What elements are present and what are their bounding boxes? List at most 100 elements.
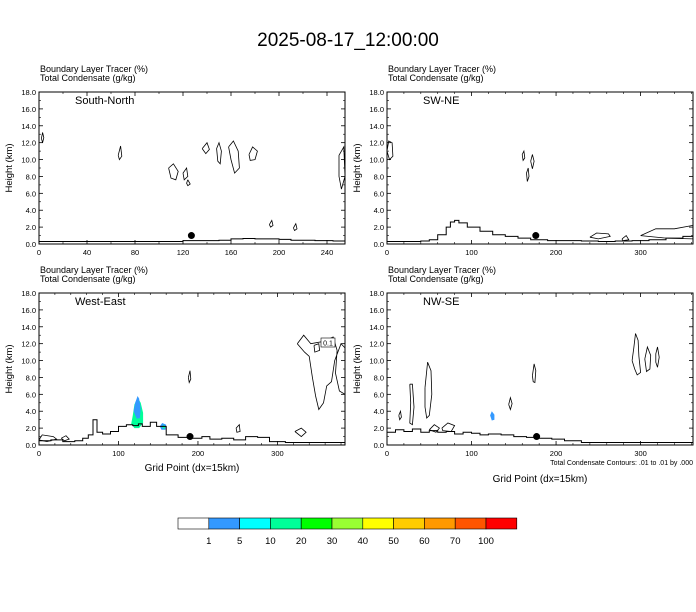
x-tick-label: 0: [385, 449, 389, 458]
terrain-line: [39, 238, 345, 242]
colorbar-level-label: 20: [296, 536, 307, 547]
x-tick-label: 200: [192, 449, 205, 458]
colorbar-swatch: [239, 517, 271, 530]
colorbar-level-label: 50: [388, 536, 399, 547]
colorbar-swatch: [362, 517, 394, 530]
y-tick-label: 8.0: [26, 172, 36, 181]
condensate-contour: [248, 146, 258, 161]
panel-header-condensate: Total Condensate (g/kg): [388, 73, 484, 83]
x-tick-label: 0: [37, 248, 41, 257]
condensate-contour: [235, 423, 241, 433]
condensate-contour: [655, 346, 660, 368]
tracer-fill-1: [490, 411, 495, 421]
panel-label: West-East: [75, 296, 126, 308]
figure-title: 2025-08-17_12:00:00: [257, 30, 439, 51]
condensate-contour: [201, 141, 210, 155]
y-tick-label: 8.0: [26, 373, 36, 382]
y-tick-label: 0.0: [374, 240, 384, 249]
plot-frame: [386, 91, 694, 245]
y-tick-label: 4.0: [26, 407, 36, 416]
x-tick-label: 120: [177, 248, 190, 257]
y-tick-label: 0.0: [26, 240, 36, 249]
panel-sw-ne: Boundary Layer Tracer (%)Total Condensat…: [352, 64, 694, 257]
y-tick-label: 10.0: [21, 156, 36, 165]
y-tick-label: 12.0: [369, 139, 384, 148]
x-tick-label: 300: [634, 449, 647, 458]
colorbar-swatch: [177, 517, 210, 530]
condensate-contour: [294, 427, 307, 438]
panel-south-north: Boundary Layer Tracer (%)Total Condensat…: [4, 64, 346, 257]
condensate-contour: [631, 333, 642, 376]
y-tick-label: 2.0: [374, 424, 384, 433]
panel-plot-area: [387, 333, 693, 443]
condensate-contour: [117, 145, 123, 161]
y-tick-label: 18.0: [21, 88, 36, 97]
x-tick-label: 40: [83, 248, 91, 257]
y-tick-label: 14.0: [21, 323, 36, 332]
x-tick-label: 300: [634, 248, 647, 257]
y-tick-label: 8.0: [374, 373, 384, 382]
colorbar-swatch: [393, 517, 425, 530]
y-tick-label: 16.0: [369, 105, 384, 114]
x-tick-label: 0: [37, 449, 41, 458]
y-tick-label: 16.0: [369, 306, 384, 315]
y-tick-label: 4.0: [374, 407, 384, 416]
y-tick-label: 10.0: [369, 357, 384, 366]
condensate-contour: [338, 145, 345, 190]
x-axis-label: Grid Point (dx=15km): [145, 463, 240, 474]
contour-footnote: Total Condensate Contours: .01 to .01 by…: [550, 460, 693, 467]
location-marker: [533, 433, 541, 441]
colorbar-level-label: 70: [450, 536, 461, 547]
contour-label: 0.1: [323, 341, 333, 348]
y-tick-label: 6.0: [374, 189, 384, 198]
y-axis-label: Height (km): [352, 143, 363, 192]
terrain-line: [387, 428, 693, 443]
condensate-contour: [398, 409, 402, 421]
y-tick-label: 2.0: [26, 424, 36, 433]
location-marker: [186, 433, 194, 441]
plot-frame: [38, 292, 346, 446]
y-tick-label: 10.0: [21, 357, 36, 366]
x-tick-label: 160: [225, 248, 238, 257]
panel-label: South-North: [75, 95, 134, 107]
y-tick-label: 10.0: [369, 156, 384, 165]
condensate-contour: [228, 140, 240, 174]
y-tick-label: 6.0: [26, 189, 36, 198]
colorbar-swatch: [208, 517, 240, 530]
y-tick-label: 4.0: [374, 206, 384, 215]
colorbar-swatch: [454, 517, 487, 530]
colorbar-swatch: [331, 517, 364, 530]
panel-nw-se: Boundary Layer Tracer (%)Total Condensat…: [352, 265, 694, 485]
x-tick-label: 100: [465, 449, 478, 458]
colorbar-level-label: 60: [419, 536, 430, 547]
condensate-contour: [441, 422, 456, 432]
condensate-contour: [41, 132, 45, 143]
colorbar-level-label: 30: [327, 536, 338, 547]
x-tick-label: 240: [321, 248, 334, 257]
x-tick-label: 0: [385, 248, 389, 257]
condensate-contour: [424, 362, 433, 419]
colorbar-level-label: 40: [358, 536, 369, 547]
panel-label: NW-SE: [423, 296, 459, 308]
y-tick-label: 6.0: [374, 390, 384, 399]
x-axis-label: Grid Point (dx=15km): [493, 474, 588, 485]
condensate-contour: [429, 424, 440, 433]
y-tick-label: 12.0: [21, 139, 36, 148]
condensate-contour: [61, 435, 70, 442]
panel-plot-area: [39, 132, 345, 242]
y-tick-label: 16.0: [21, 105, 36, 114]
condensate-contour: [313, 343, 321, 353]
colorbar-level-label: 5: [237, 536, 242, 547]
condensate-contour: [409, 383, 415, 426]
terrain-line: [39, 419, 345, 443]
y-tick-label: 14.0: [21, 122, 36, 131]
plot-frame: [38, 91, 346, 245]
y-tick-label: 2.0: [26, 223, 36, 232]
y-axis-label: Height (km): [352, 344, 363, 393]
y-axis-label: Height (km): [4, 143, 15, 192]
terrain-line: [387, 219, 693, 242]
y-tick-label: 12.0: [21, 340, 36, 349]
y-axis-label: Height (km): [4, 344, 15, 393]
y-tick-label: 18.0: [21, 289, 36, 298]
x-tick-label: 200: [273, 248, 286, 257]
